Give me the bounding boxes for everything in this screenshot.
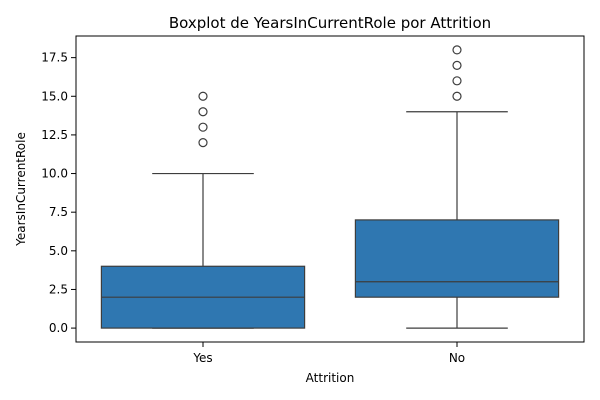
y-tick-label: 7.5 [49, 205, 68, 219]
y-tick-label: 17.5 [41, 51, 68, 65]
y-tick-label: 0.0 [49, 321, 68, 335]
y-tick-label: 10.0 [41, 167, 68, 181]
outlier-point [452, 60, 462, 70]
y-tick-label: 12.5 [41, 128, 68, 142]
outlier-point [198, 122, 208, 132]
box-no [354, 45, 560, 329]
outlier-point [198, 107, 208, 117]
boxes-group [100, 45, 560, 329]
x-axis-label: Attrition [306, 371, 355, 385]
chart-title: Boxplot de YearsInCurrentRole por Attrit… [169, 14, 491, 32]
y-axis-label: YearsInCurrentRole [14, 132, 28, 247]
box-yes [100, 91, 306, 329]
iqr-box [354, 219, 560, 298]
outlier-point [452, 76, 462, 86]
plot-frame [75, 35, 585, 343]
x-tick-label: Yes [192, 351, 212, 365]
outlier-point [198, 138, 208, 148]
y-tick-label: 5.0 [49, 244, 68, 258]
x-tick-label: No [449, 351, 465, 365]
outlier-point [452, 45, 462, 55]
x-axis: Yes No [192, 342, 465, 365]
y-axis: 0.0 2.5 5.0 7.5 10.0 12.5 15.0 17.5 [41, 51, 76, 335]
y-tick-label: 2.5 [49, 282, 68, 296]
outlier-point [198, 91, 208, 101]
outlier-point [452, 91, 462, 101]
y-tick-label: 15.0 [41, 89, 68, 103]
